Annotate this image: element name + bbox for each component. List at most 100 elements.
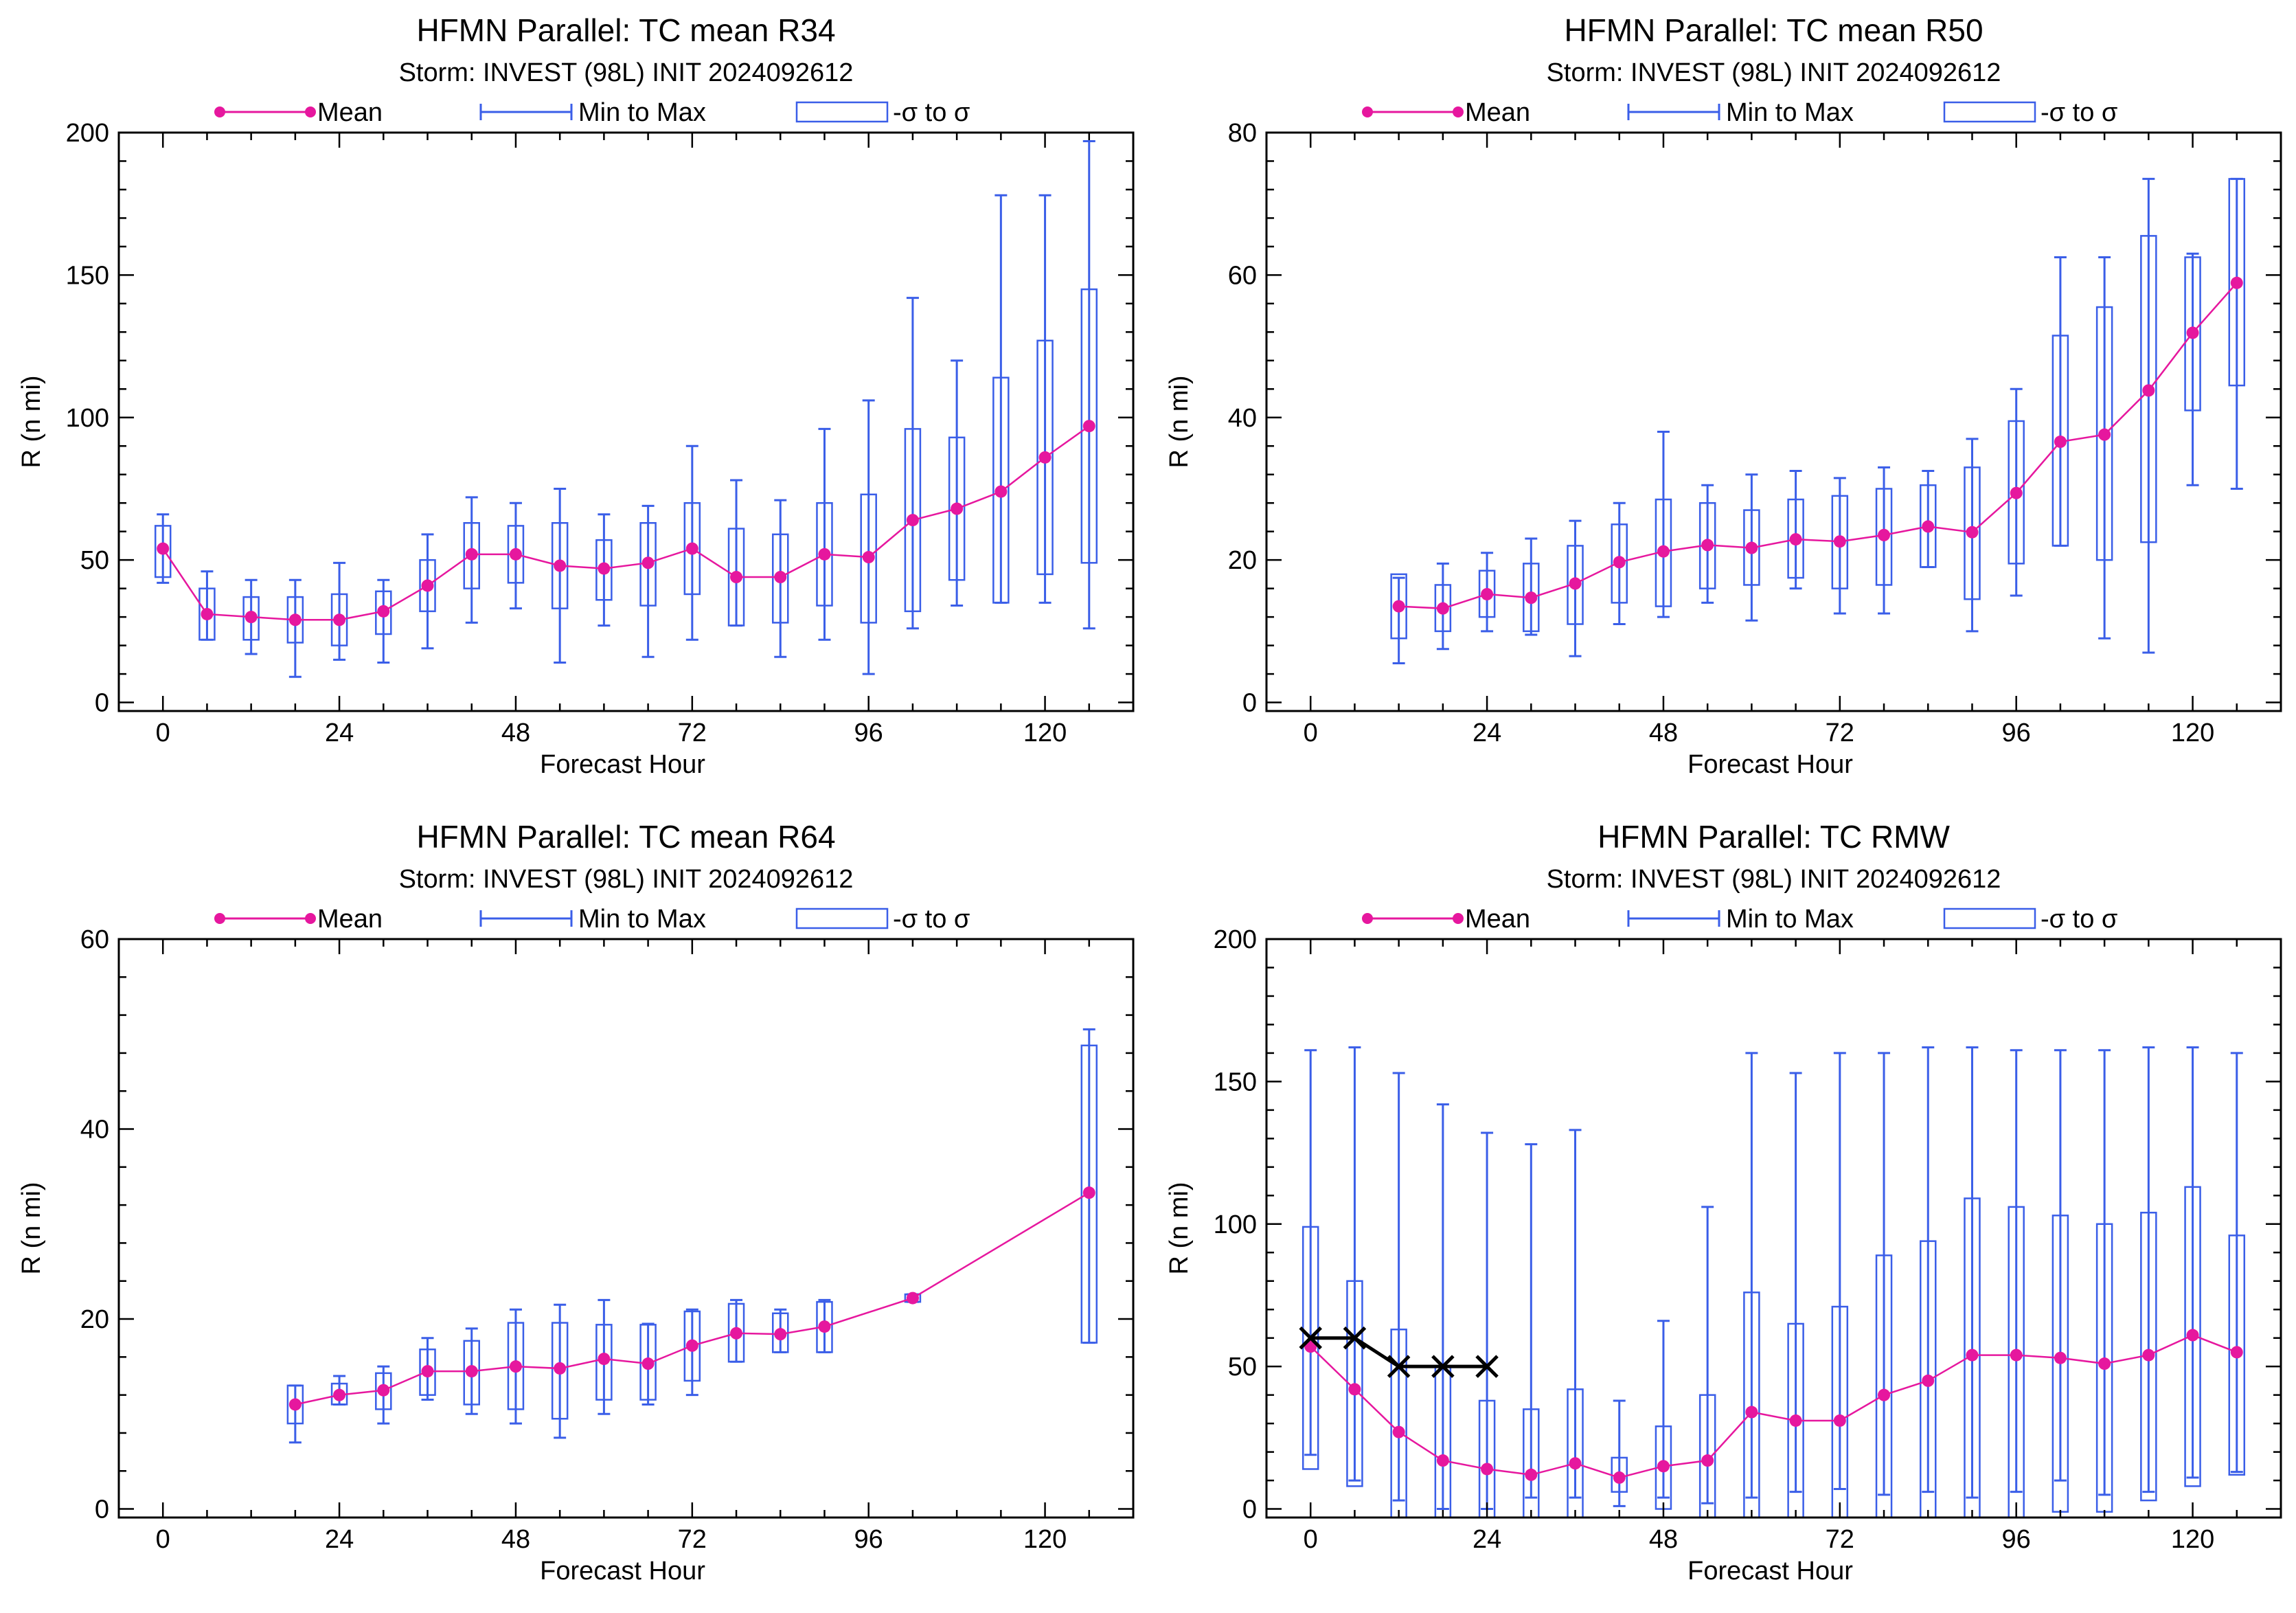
mean-point [1038,451,1052,464]
sigma-box [1390,1328,1407,1518]
y-tick-label: 20 [80,1305,109,1334]
sigma-box [1346,1280,1363,1487]
mean-point [1701,1454,1714,1467]
sigma-box [1743,1291,1760,1518]
y-tick-label: 0 [1242,689,1257,718]
x-axis-label: Forecast Hour [540,750,705,779]
forecast-hour-group [948,359,966,607]
sigma-box [2008,420,2025,565]
plot-area [154,139,1098,678]
sigma-box [1567,545,1584,625]
forecast-hour-group [2008,1049,2025,1518]
legend-mean-label: Mean [317,905,383,934]
mean-point [1481,587,1494,600]
legend-mean-marker [214,106,225,117]
plot-area [1299,1046,2246,1518]
forecast-hour-group [1302,1049,1319,1470]
mean-point [2186,326,2199,339]
mean-line [1398,282,2238,609]
plot-frame [1265,131,2282,712]
mean-point [906,514,919,527]
mean-point [2010,1349,2023,1362]
forecast-hour-group [1611,1399,1628,1507]
mean-point [157,542,170,555]
mean-point [598,562,611,575]
forecast-hour-group [2051,256,2069,547]
chart-svg-r64: HFMN Parallel: TC mean R64 Storm: INVEST … [17,819,1135,1586]
y-tick-label: 40 [1228,404,1257,433]
y-axis-label: R (n mi) [17,1182,46,1274]
forecast-hour-group [1523,1143,1540,1518]
mean-point [554,559,567,572]
y-axis-label: R (n mi) [1165,375,1194,468]
x-tick-label: 72 [1826,719,1854,747]
y-tick-label: 150 [1214,1068,1257,1096]
legend-sigma-box [795,907,889,929]
sigma-box [2184,1186,2201,1487]
mean-line [162,425,1090,621]
plot-frame [1265,938,2282,1519]
plot-frame [117,131,1135,712]
mean-point [1966,526,1979,539]
plot-frame [117,938,1135,1519]
mean-point [1966,1349,1979,1362]
forecast-hour-group [1478,1131,1496,1518]
mean-point [1922,1374,1935,1387]
mean-point [818,548,831,561]
sigma-box [860,493,877,624]
mean-point [1657,545,1670,558]
forecast-hour-group [330,561,348,661]
mean-point [1436,1454,1449,1467]
legend-mean-marker [305,913,316,924]
mean-point [1745,1406,1758,1419]
legend-mean-marker [214,913,225,924]
legend-sigma-box [1943,101,2036,123]
plot-area [286,1028,1098,1444]
forecast-hour-group [1831,1052,1849,1518]
x-tick-label: 24 [325,719,354,747]
sigma-box [2228,178,2246,387]
forecast-hour-group [2228,177,2246,490]
forecast-hour-group [1390,573,1407,665]
x-tick-label: 72 [678,1525,707,1554]
y-tick-label: 20 [1228,546,1257,575]
sigma-box [904,428,922,613]
x-tick-label: 48 [501,719,530,747]
legend-mean-label: Mean [1465,98,1530,127]
legend: Mean Min to Max -σ to σ [214,98,970,127]
best-track-marker [1387,1355,1411,1378]
chart-panel-r64: HFMN Parallel: TC mean R64 Storm: INVEST … [0,806,1148,1613]
mean-point [2054,436,2067,449]
mean-point [1569,1457,1582,1470]
x-tick-label: 0 [1304,719,1318,747]
x-tick-label: 48 [1649,1525,1678,1554]
y-tick-label: 60 [1228,261,1257,290]
forecast-hour-group [2184,1046,2201,1487]
x-tick-label: 72 [1826,1525,1854,1554]
x-tick-label: 96 [2002,1525,2031,1554]
forecast-hour-group [1080,1028,1098,1344]
mean-point [245,611,258,624]
mean-point [1525,1468,1538,1481]
forecast-hour-group [1920,1046,1937,1518]
legend-mean-marker [1453,106,1464,117]
sigma-box [2140,235,2157,543]
y-tick-label: 80 [1228,119,1257,148]
legend: Mean Min to Max -σ to σ [214,905,970,934]
mean-point [1082,420,1095,433]
best-track-marker [1343,1326,1367,1350]
forecast-hour-group [2095,1049,2113,1513]
mean-point [1392,600,1405,613]
chart-subtitle: Storm: INVEST (98L) INIT 2024092612 [399,865,854,894]
legend: Mean Min to Max -σ to σ [1362,905,2117,934]
chart-title: HFMN Parallel: TC mean R34 [416,12,835,48]
x-tick-label: 0 [156,719,170,747]
mean-point [685,1339,698,1352]
x-tick-label: 0 [1304,1525,1318,1554]
x-tick-label: 120 [2171,1525,2214,1554]
mean-point [1657,1460,1670,1473]
y-tick-label: 0 [95,689,109,718]
sigma-box [551,1322,569,1420]
sigma-box [1831,1305,1849,1518]
forecast-hour-group [1787,1072,1804,1518]
